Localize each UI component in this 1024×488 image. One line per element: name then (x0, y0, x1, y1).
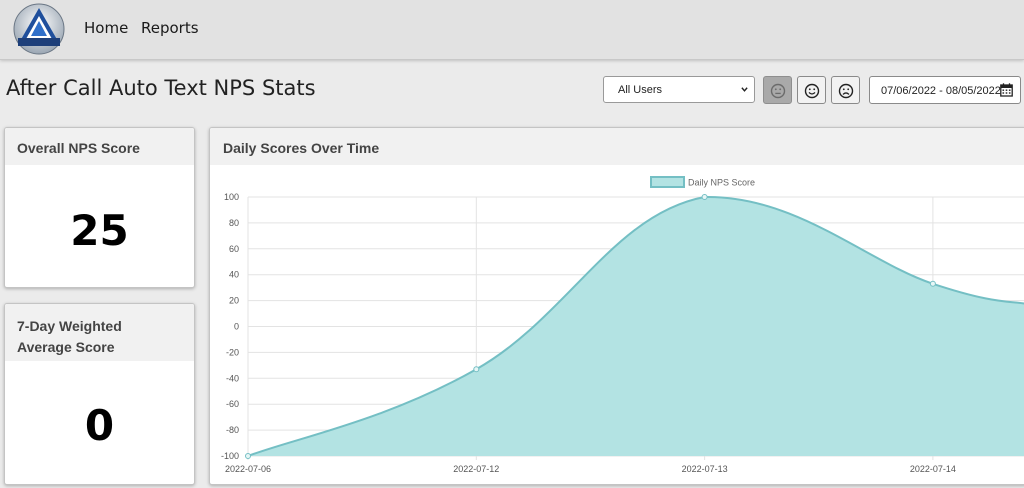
date-range-value: 07/06/2022 - 08/05/2022 (881, 85, 1001, 97)
legend-swatch (650, 176, 685, 188)
user-select-value: All Users (618, 84, 663, 96)
series-line-daily-nps-score (247, 195, 1024, 457)
series-area-daily-nps-score (248, 196, 1024, 456)
y-tick-label: -40 (226, 373, 239, 383)
y-tick-label: 80 (229, 218, 239, 228)
weighted-average-value: 0 (84, 401, 115, 450)
weighted-title-line2: Average Score (17, 339, 115, 355)
neutral-face-icon (770, 83, 786, 99)
page-title: After Call Auto Text NPS Stats (6, 76, 316, 100)
nav-reports-link[interactable]: Reports (141, 19, 199, 37)
daily-nps-chart: 100 80 60 40 20 0 -20 -40 -60 -80 -100 2022-07-06 20… (221, 176, 1024, 474)
navbar: Home Reports (0, 0, 1024, 60)
x-tick-label: 2022-07-06 (225, 464, 271, 474)
weighted-average-card: 7-Day Weighted Average Score 0 (4, 303, 195, 485)
data-point (245, 453, 251, 459)
y-tick-label: -100 (221, 451, 239, 461)
y-tick-label: -20 (226, 347, 239, 357)
company-logo[interactable] (12, 3, 66, 55)
nav-home-link[interactable]: Home (84, 19, 129, 37)
negative-filter-button[interactable] (831, 76, 860, 104)
y-tick-label: 0 (234, 322, 239, 332)
x-tick-label: 2022-07-14 (910, 464, 956, 474)
y-tick-label: 60 (229, 244, 239, 254)
user-select[interactable]: All Users (603, 76, 755, 103)
weighted-average-title: 7-Day Weighted Average Score (5, 304, 194, 361)
chevron-down-icon (741, 87, 748, 92)
y-tick-label: -60 (226, 399, 239, 409)
positive-filter-button[interactable] (797, 76, 826, 104)
y-tick-label: -80 (226, 425, 239, 435)
x-tick-label: 2022-07-12 (453, 464, 499, 474)
date-range-picker[interactable]: 07/06/2022 - 08/05/2022 (869, 76, 1021, 104)
smiley-face-icon (804, 83, 820, 99)
weighted-title-line1: 7-Day Weighted (17, 318, 122, 334)
data-point (473, 366, 480, 373)
daily-scores-card: Daily Scores Over Time 100 80 60 40 20 0 -20 -4… (209, 127, 1024, 485)
y-tick-label: 20 (229, 296, 239, 306)
sad-face-icon (838, 83, 854, 99)
calendar-icon[interactable] (1000, 83, 1013, 97)
y-tick-label: 100 (224, 192, 239, 202)
x-tick-label: 2022-07-13 (682, 464, 728, 474)
legend-label: Daily NPS Score (688, 178, 755, 188)
overall-nps-title: Overall NPS Score (5, 128, 194, 165)
data-point (929, 280, 936, 287)
data-point (701, 194, 708, 200)
overall-nps-card: Overall NPS Score 25 (4, 127, 195, 288)
daily-scores-title: Daily Scores Over Time (210, 128, 1024, 165)
neutral-filter-button[interactable] (763, 76, 792, 104)
overall-nps-value: 25 (70, 206, 129, 255)
y-tick-label: 40 (229, 270, 239, 280)
